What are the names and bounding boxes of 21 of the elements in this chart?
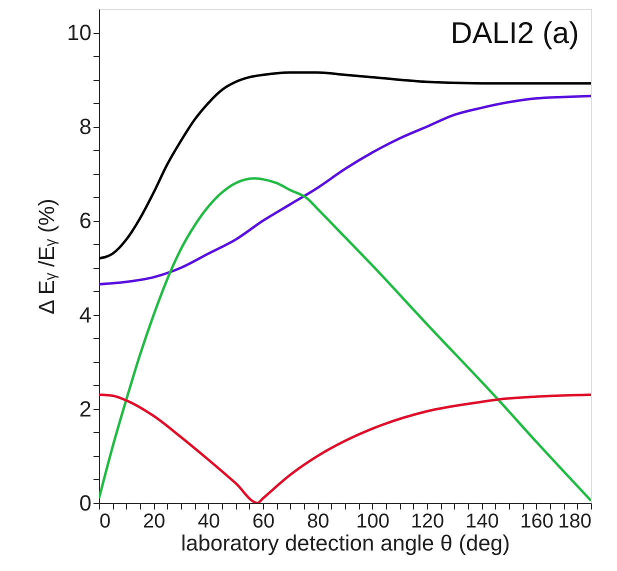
y-axis-title: Δ Eᵧ /Eᵧ (%) [34,198,60,314]
line-series [99,71,591,260]
x-tick-label: 20 [143,510,166,532]
y-tick-label: 2 [79,396,92,422]
y-tick-label: 10 [67,20,92,46]
x-tick-label: 40 [198,510,220,532]
x-tick-label: 140 [465,510,499,532]
x-tick-label: 160 [520,510,554,532]
x-tick-label: 0 [100,510,111,532]
x-tick-label: 60 [252,510,275,532]
y-tick-label: 6 [79,208,92,234]
x-tick-label: 100 [356,510,390,532]
x-tick-label: 80 [307,510,330,532]
y-tick-label: 8 [79,114,92,140]
line-series [99,94,591,286]
y-tick-label: 4 [79,302,92,328]
x-tick-label: 120 [410,510,444,532]
y-tick-label: 0 [79,490,92,516]
annotation: DALI2 (a) [450,17,579,50]
x-tick-label: 180 [558,510,592,532]
x-axis-title: laboratory detection angle θ (deg) [181,530,510,556]
